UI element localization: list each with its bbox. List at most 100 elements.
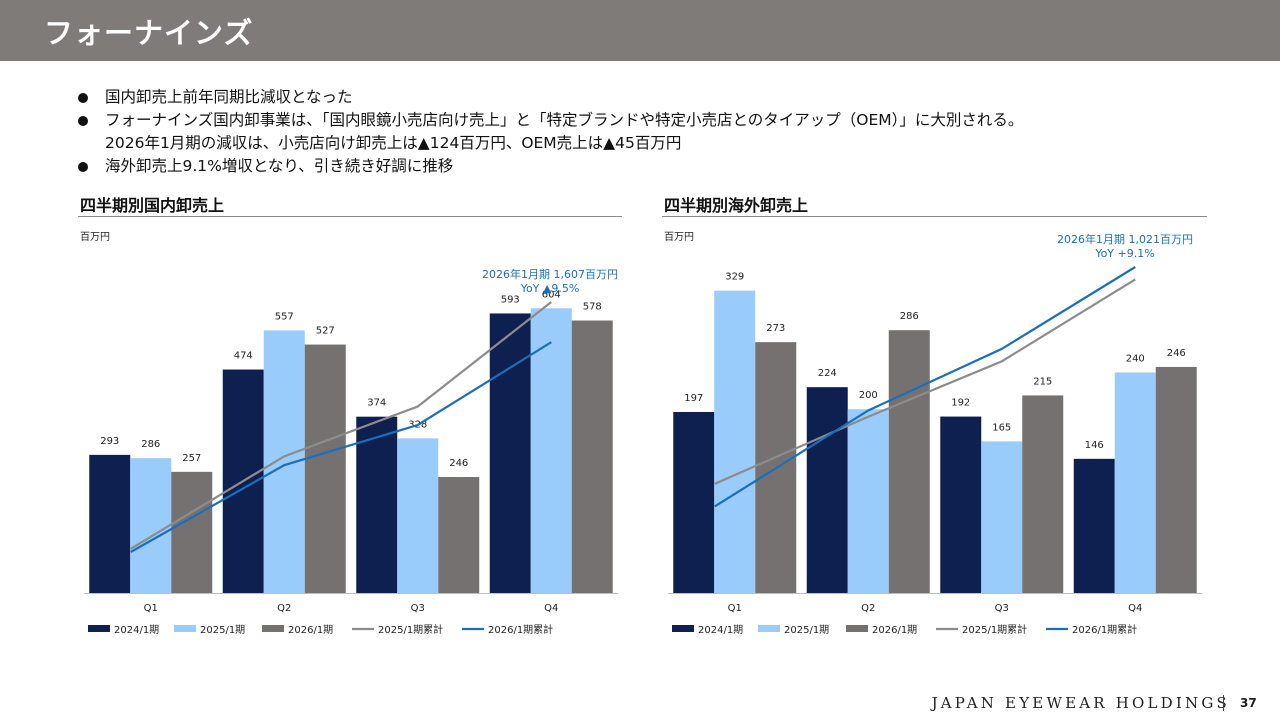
- bullet-item: 国内卸売上前年同期比減収となった: [78, 86, 1023, 109]
- bar-value-label: 329: [725, 272, 744, 283]
- bar-value-label: 557: [275, 311, 294, 322]
- bar-value-label: 165: [992, 422, 1011, 433]
- bar-2026/1期-Q4: [1155, 366, 1197, 593]
- bar-value-label: 192: [951, 398, 970, 409]
- domestic-unit-label: 百万円: [80, 232, 110, 243]
- bar-2024/1期-Q1: [673, 411, 715, 593]
- overseas-sales-chart: 197 224 192 146 329 200 165 240 273 286 215 246 Q1 Q2…: [668, 232, 1202, 636]
- bullet-text: 海外卸売上9.1%増収となり、引き続き好調に推移: [105, 157, 454, 175]
- bar-2026/1期-Q3: [438, 477, 480, 593]
- bar-2024/1期-Q3: [356, 416, 398, 593]
- bar-2024/1期-Q4: [489, 313, 531, 593]
- bar-value-label: 215: [1033, 376, 1052, 387]
- bullet-dot-icon: [78, 162, 88, 172]
- bar-value-label: 286: [900, 311, 919, 322]
- bar-value-label: 604: [542, 289, 561, 300]
- yoy-annotation-total: 2026年1月期 1,021百万円: [1057, 232, 1193, 246]
- category-label: Q4: [1128, 603, 1142, 614]
- legend-label: 2026/1期累計: [488, 623, 553, 636]
- bullet-continuation: 2026年1月期の減収は、小売店向け卸売上は▲124百万円、OEM売上は▲45百…: [105, 134, 682, 152]
- company-footer: JAPAN EYEWEAR HOLDINGS: [931, 694, 1230, 712]
- bar-2024/1期-Q3: [940, 416, 982, 593]
- slide-header: フォーナインズ: [0, 0, 1280, 61]
- cumulative-line-2026/1期累計: [714, 266, 1136, 508]
- bar-2026/1期-Q1: [171, 471, 213, 593]
- bar-value-label: 286: [141, 439, 160, 450]
- category-label: Q1: [144, 603, 158, 614]
- legend-label: 2025/1期累計: [962, 623, 1027, 636]
- footer-divider: [1223, 695, 1224, 711]
- bar-2025/1期-Q1: [130, 458, 172, 593]
- category-label: Q2: [277, 603, 291, 614]
- bar-2025/1期-Q2: [847, 409, 889, 593]
- bar-2025/1期-Q1: [714, 290, 756, 593]
- bullet-item: 海外卸売上9.1%増収となり、引き続き好調に推移: [78, 155, 1023, 178]
- legend-label: 2026/1期累計: [1072, 623, 1137, 636]
- legend-swatch-2025/1期: [174, 625, 196, 632]
- bullet-text: 国内卸売上前年同期比減収となった: [105, 88, 353, 106]
- cumulative-line-2025/1期累計: [714, 278, 1136, 485]
- bar-value-label: 374: [367, 398, 386, 409]
- bar-value-label: 257: [182, 453, 201, 464]
- cumulative-line-2025/1期累計: [130, 301, 552, 550]
- page-number: 37: [1240, 696, 1257, 710]
- bar-value-label: 197: [684, 393, 703, 404]
- bar-2026/1期-Q2: [888, 330, 930, 593]
- bar-2024/1期-Q4: [1073, 458, 1115, 593]
- legend-label: 2026/1期: [288, 624, 333, 636]
- bar-value-label: 527: [316, 326, 335, 337]
- legend-swatch-2026/1期: [262, 625, 284, 632]
- overseas-title-divider: [662, 216, 1207, 217]
- legend-swatch-2024/1期: [672, 625, 694, 632]
- bullet-item: フォーナインズ国内卸事業は、「国内眼鏡小売店向け売上」と「特定ブランドや特定小売…: [78, 109, 1023, 132]
- bar-2025/1期-Q3: [397, 438, 439, 593]
- legend-label: 2026/1期: [872, 624, 917, 636]
- yoy-annotation-total: 2026年1月期 1,607百万円: [482, 267, 618, 281]
- cumulative-line-2026/1期累計: [130, 341, 552, 553]
- bar-value-label: 246: [1167, 348, 1186, 359]
- bar-2026/1期-Q4: [571, 320, 613, 593]
- legend-swatch-2026/1期: [846, 625, 868, 632]
- category-label: Q3: [995, 603, 1009, 614]
- bar-2024/1期-Q1: [89, 454, 131, 593]
- legend-label: 2025/1期: [200, 624, 245, 636]
- bar-value-label: 246: [449, 458, 468, 469]
- legend-swatch-2025/1期: [758, 625, 780, 632]
- bar-value-label: 146: [1085, 440, 1104, 451]
- bar-value-label: 474: [234, 351, 253, 362]
- legend-swatch-2024/1期: [88, 625, 110, 632]
- bar-2024/1期-Q2: [806, 387, 848, 593]
- bullet-text: フォーナインズ国内卸事業は、「国内眼鏡小売店向け売上」と「特定ブランドや特定小売…: [105, 111, 1024, 129]
- yoy-annotation-rate: YoY +9.1%: [1094, 247, 1154, 260]
- bar-value-label: 224: [818, 368, 837, 379]
- bar-value-label: 240: [1126, 353, 1145, 364]
- bar-2026/1期-Q2: [304, 344, 346, 593]
- slide-title: フォーナインズ: [44, 16, 254, 50]
- category-label: Q3: [411, 603, 425, 614]
- legend-label: 2025/1期: [784, 624, 829, 636]
- legend-label: 2025/1期累計: [378, 623, 443, 636]
- bar-2026/1期-Q3: [1022, 395, 1064, 593]
- bullet-list: 国内卸売上前年同期比減収となった フォーナインズ国内卸事業は、「国内眼鏡小売店向…: [78, 86, 1023, 178]
- bar-value-label: 273: [766, 323, 785, 334]
- overseas-unit-label: 百万円: [664, 232, 694, 243]
- bar-value-label: 200: [859, 390, 878, 401]
- domestic-chart-title: 四半期別国内卸売上: [80, 196, 225, 215]
- bar-value-label: 293: [100, 436, 119, 447]
- bullet-dot-icon: [78, 116, 88, 126]
- yoy-annotation-rate: YoY ▲9.5%: [520, 282, 580, 295]
- bar-2025/1期-Q3: [981, 441, 1023, 593]
- legend-label: 2024/1期: [698, 624, 743, 636]
- legend-label: 2024/1期: [114, 624, 159, 636]
- category-label: Q4: [544, 603, 558, 614]
- bar-2025/1期-Q4: [1114, 372, 1156, 593]
- category-label: Q1: [728, 603, 742, 614]
- category-label: Q2: [861, 603, 875, 614]
- domestic-title-divider: [78, 216, 622, 217]
- bar-value-label: 578: [583, 302, 602, 313]
- bar-2025/1期-Q4: [530, 308, 572, 593]
- bar-value-label: 593: [501, 294, 520, 305]
- overseas-chart-title: 四半期別海外卸売上: [664, 196, 809, 215]
- bullet-dot-icon: [78, 93, 88, 103]
